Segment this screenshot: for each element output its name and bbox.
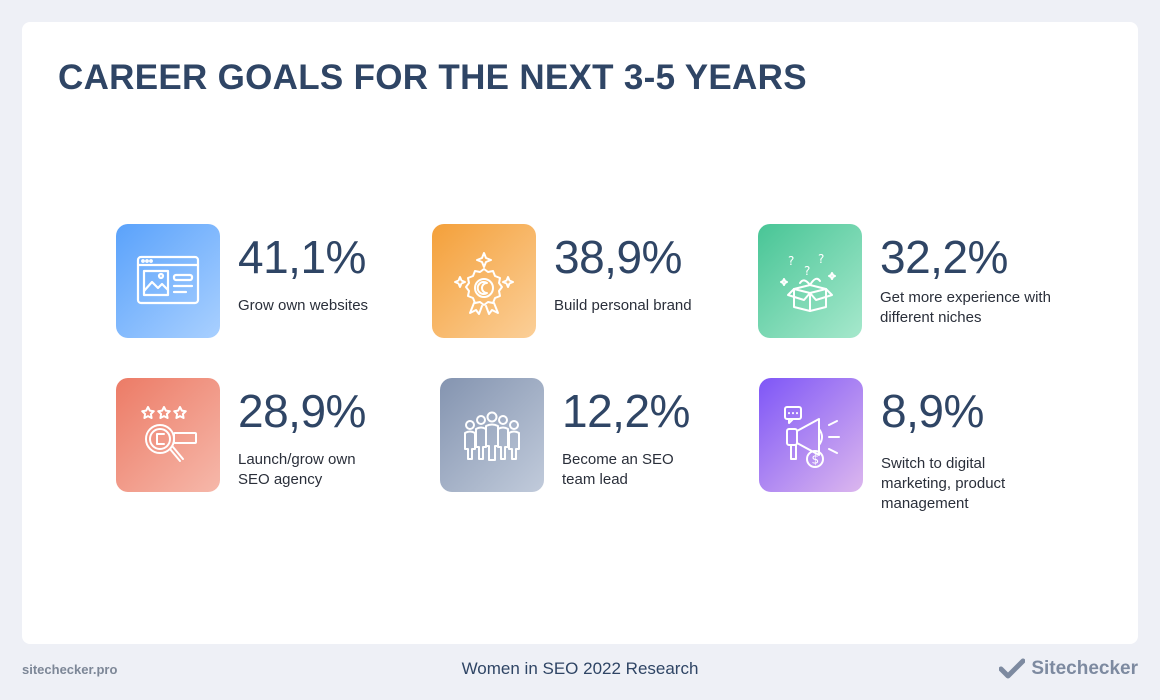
- stat-value: 41,1%: [238, 231, 366, 283]
- stat-value: 8,9%: [881, 385, 984, 437]
- page-title: CAREER GOALS FOR THE NEXT 3-5 YEARS: [58, 58, 807, 97]
- stat-label: Build personal brand: [554, 297, 692, 314]
- megaphone-icon: $: [784, 406, 840, 468]
- infographic-card: CAREER GOALS FOR THE NEXT 3-5 YEARS 41,1…: [22, 22, 1138, 644]
- stat-tile: [116, 378, 220, 492]
- checkmark-logo-icon: [999, 658, 1026, 679]
- svg-text:?: ?: [818, 252, 824, 266]
- award-badge-icon: [454, 252, 514, 315]
- stat-value: 28,9%: [238, 385, 366, 437]
- website-icon: [136, 255, 200, 305]
- stat-label: Become an SEO team lead: [562, 451, 674, 488]
- footer-brand: Sitechecker: [999, 658, 1138, 680]
- footer-caption: Women in SEO 2022 Research: [461, 659, 699, 678]
- stat-tile: [432, 224, 536, 338]
- svg-text:$: $: [812, 453, 820, 467]
- stat-label: Get more experience with different niche…: [880, 289, 1051, 326]
- footer-brand-name: Sitechecker: [1031, 658, 1138, 679]
- stat-tile: ? ? ?: [758, 224, 862, 338]
- stat-tile: $: [759, 378, 863, 492]
- stat-tile: [116, 224, 220, 338]
- stat-label: Launch/grow own SEO agency: [238, 451, 356, 488]
- team-icon: [464, 411, 520, 461]
- stat-value: 38,9%: [554, 231, 682, 283]
- stat-label: Grow own websites: [238, 297, 369, 314]
- stat-value: 12,2%: [562, 385, 690, 437]
- stat-value: 32,2%: [880, 231, 1008, 283]
- svg-text:?: ?: [804, 264, 810, 278]
- search-rating-icon: [141, 406, 197, 462]
- stat-label: Switch to digital marketing, product man…: [881, 455, 1006, 512]
- footer-site-url[interactable]: sitechecker.pro: [22, 662, 118, 677]
- stat-tile: [440, 378, 544, 492]
- mystery-box-icon: ? ? ?: [780, 252, 836, 312]
- svg-text:?: ?: [788, 254, 794, 268]
